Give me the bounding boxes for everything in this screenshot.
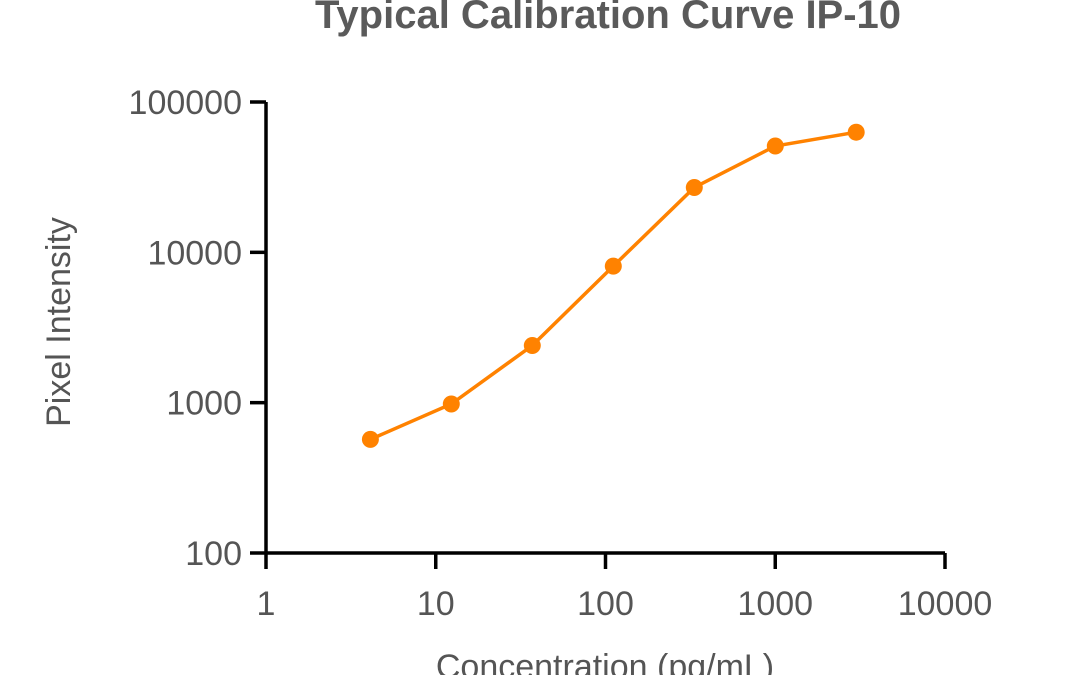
data-point bbox=[442, 395, 460, 413]
data-point bbox=[604, 257, 622, 275]
x-axis: 1 10 100 1000 10000 bbox=[257, 551, 993, 623]
x-axis-title: Concentration (pg/mL) bbox=[436, 648, 774, 675]
x-tick-label: 1 bbox=[257, 585, 276, 623]
data-point bbox=[847, 123, 865, 141]
y-tick-label: 1000 bbox=[166, 385, 242, 423]
y-axis-title: Pixel Intensity bbox=[40, 217, 78, 427]
y-axis: 100 1000 10000 100000 bbox=[129, 84, 268, 573]
data-point bbox=[685, 179, 703, 196]
chart-title: Typical Calibration Curve IP-10 bbox=[315, 0, 901, 37]
y-tick-label: 10000 bbox=[147, 234, 242, 272]
x-tick-label: 100 bbox=[577, 585, 634, 623]
data-point bbox=[523, 337, 541, 354]
data-point bbox=[361, 430, 379, 448]
x-tick-label: 10 bbox=[417, 585, 455, 623]
x-tick-label: 10000 bbox=[898, 585, 993, 623]
series-group bbox=[361, 123, 865, 448]
x-tick-label: 1000 bbox=[737, 585, 813, 623]
y-tick-label: 100000 bbox=[129, 84, 242, 122]
y-tick-label: 100 bbox=[185, 535, 242, 573]
series-line bbox=[369, 130, 857, 442]
data-point bbox=[766, 137, 784, 155]
